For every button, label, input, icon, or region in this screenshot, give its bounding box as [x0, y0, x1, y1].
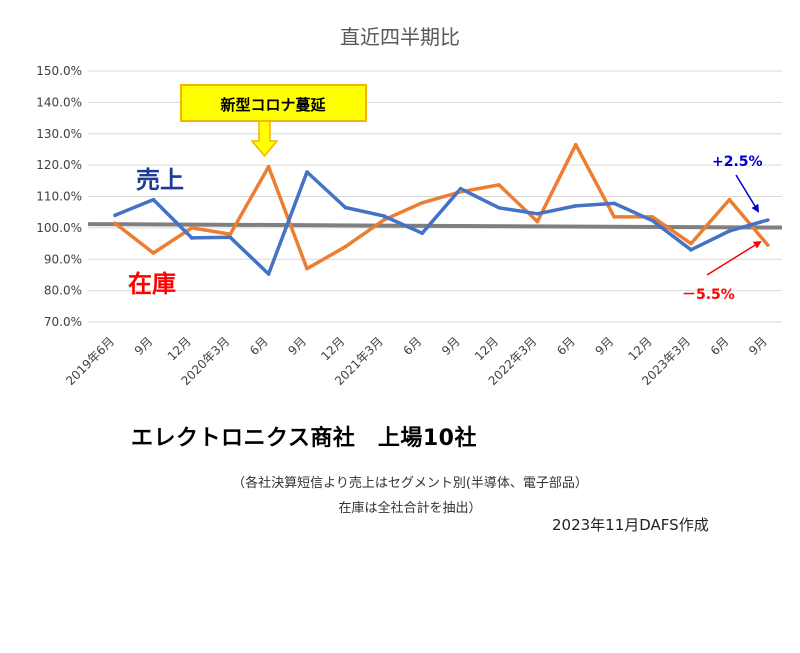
x-tick-label: 12月: [318, 334, 347, 363]
x-tick-label: 6月: [708, 334, 732, 358]
data-point-sales: [190, 236, 194, 240]
inventory-change-arrow: [706, 240, 762, 276]
data-point-inventory: [190, 226, 194, 230]
data-point-sales: [382, 214, 386, 218]
data-point-sales: [689, 248, 693, 252]
covid-callout-text: 新型コロナ蔓延: [220, 96, 326, 114]
data-point-inventory: [305, 266, 309, 271]
y-tick-label: 90.0%: [44, 252, 82, 266]
data-point-inventory: [458, 189, 463, 194]
data-point-inventory: [766, 243, 770, 247]
series-line-inventory: [113, 142, 770, 271]
data-point-sales: [228, 235, 232, 240]
data-point-inventory: [574, 142, 578, 147]
y-axis-tick-labels: 70.0% 80.0% 90.0% 100.0% 110.0% 120.0% 130.0% 1…: [36, 64, 82, 329]
x-tick-label: 12月: [472, 334, 501, 363]
gridlines: [88, 70, 782, 323]
data-point-sales: [766, 218, 770, 222]
data-point-sales: [574, 204, 578, 208]
y-tick-label: 150.0%: [36, 64, 82, 78]
x-tick-label: 12月: [165, 334, 194, 363]
data-point-sales: [113, 213, 117, 218]
y-tick-label: 100.0%: [36, 221, 82, 235]
y-tick-label: 70.0%: [44, 315, 82, 329]
series-line-sales: [114, 170, 769, 276]
data-point-inventory: [420, 200, 425, 205]
credit-text: 2023年11月DAFS作成: [552, 516, 709, 534]
y-tick-label: 130.0%: [36, 127, 82, 141]
chart-title: 直近四半期比: [340, 25, 460, 49]
covid-callout-box: [180, 84, 367, 122]
data-point-inventory: [151, 251, 156, 255]
x-tick-label: 9月: [439, 334, 463, 358]
data-point-inventory: [535, 219, 540, 224]
x-tick-label: 6月: [247, 334, 271, 358]
data-point-inventory: [228, 232, 232, 236]
x-tick-label: 9月: [285, 334, 309, 358]
x-tick-label: 6月: [401, 334, 425, 358]
data-point-sales: [612, 201, 616, 206]
data-point-sales: [151, 197, 156, 202]
source-note-line-1: （各社決算短信より売上はセグメント別(半導体、電子部品）: [232, 476, 588, 491]
x-tick-label: 2019年6月: [63, 334, 117, 388]
data-point-sales: [650, 218, 655, 223]
data-point-inventory: [382, 218, 386, 222]
data-point-inventory: [650, 215, 655, 219]
covid-callout-arrow: [250, 120, 279, 158]
inventory-change-annotation: －5.5%: [682, 287, 735, 303]
y-tick-label: 110.0%: [36, 190, 82, 204]
data-point-inventory: [343, 244, 348, 249]
data-point-sales: [420, 231, 425, 236]
data-points: [113, 142, 770, 276]
x-tick-label: 9月: [593, 334, 617, 358]
sales-change-annotation: +2.5%: [712, 154, 763, 170]
y-tick-label: 140.0%: [36, 95, 82, 109]
series-label-sales: 売上: [136, 166, 184, 194]
data-point-sales: [535, 211, 540, 216]
data-point-inventory: [727, 197, 732, 202]
y-tick-label: 120.0%: [36, 158, 82, 172]
data-point-sales: [343, 205, 348, 210]
data-point-inventory: [497, 183, 501, 187]
data-point-sales: [727, 229, 732, 233]
sales-change-arrow: [735, 174, 760, 213]
data-point-inventory: [113, 221, 117, 225]
x-tick-label: 12月: [626, 334, 655, 363]
chart-subtitle: エレクトロニクス商社 上場10社: [131, 426, 477, 451]
data-point-inventory: [612, 215, 616, 219]
data-point-sales: [305, 170, 309, 174]
y-tick-label: 80.0%: [44, 284, 82, 298]
series-label-inventory: 在庫: [128, 270, 176, 298]
x-tick-label: 6月: [554, 334, 578, 358]
data-point-inventory: [266, 164, 271, 169]
data-point-sales: [497, 205, 501, 210]
x-tick-label: 9月: [746, 334, 770, 358]
data-point-sales: [266, 272, 271, 276]
source-note-line-2: 在庫は全社合計を抽出）: [338, 501, 482, 516]
data-point-sales: [458, 186, 463, 191]
data-point-inventory: [689, 241, 693, 246]
x-tick-label: 9月: [132, 334, 156, 358]
